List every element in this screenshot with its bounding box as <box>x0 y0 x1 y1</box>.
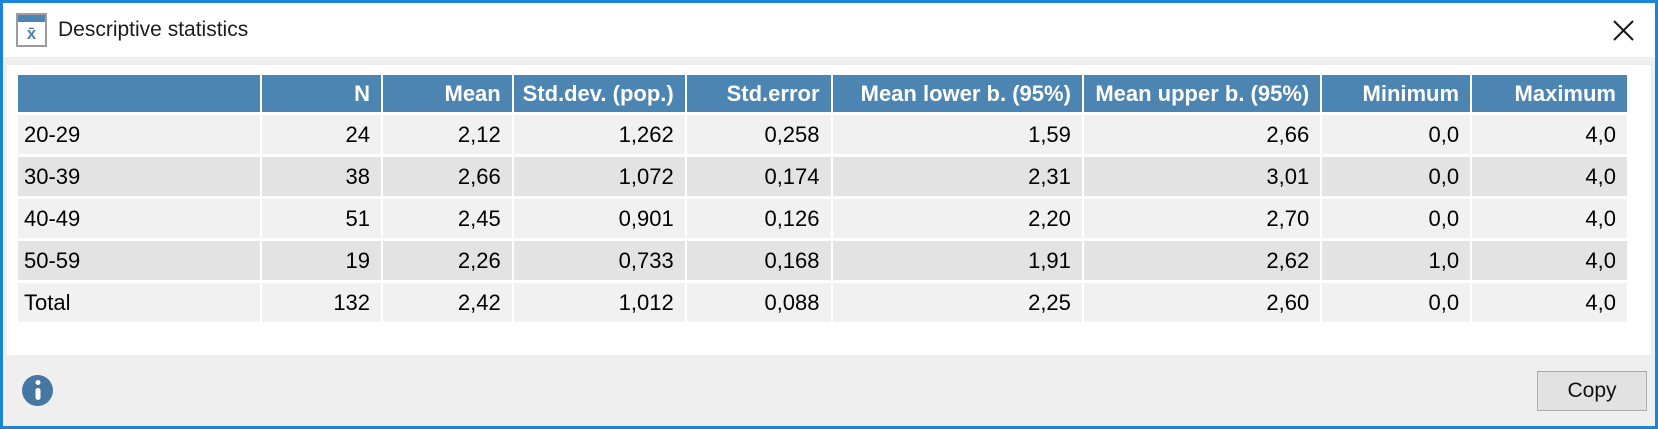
cell: 2,20 <box>832 199 1084 241</box>
table-row: 30-39 38 2,66 1,072 0,174 2,31 3,01 0,0 … <box>18 157 1629 199</box>
cell: 0,174 <box>686 157 833 199</box>
table-row: 20-29 24 2,12 1,262 0,258 1,59 2,66 0,0 … <box>18 115 1629 157</box>
column-header-stderror: Std.error <box>686 75 833 115</box>
cell: 132 <box>262 283 384 325</box>
info-icon[interactable] <box>22 375 53 406</box>
cell: 51 <box>262 199 384 241</box>
cell: 4,0 <box>1472 157 1629 199</box>
header-row: N Mean Std.dev. (pop.) Std.error Mean lo… <box>18 75 1629 115</box>
row-label: 30-39 <box>18 157 263 199</box>
cell: 2,66 <box>1083 115 1323 157</box>
cell: 19 <box>262 241 384 283</box>
row-label: 50-59 <box>18 241 263 283</box>
column-header-stddev: Std.dev. (pop.) <box>513 75 687 115</box>
table-row: 40-49 51 2,45 0,901 0,126 2,20 2,70 0,0 … <box>18 199 1629 241</box>
cell: 2,45 <box>383 199 514 241</box>
cell: 4,0 <box>1472 199 1629 241</box>
xbar-statistics-icon: x̄ <box>16 13 47 47</box>
cell: 2,66 <box>383 157 514 199</box>
titlebar[interactable]: x̄ Descriptive statistics <box>3 3 1655 57</box>
cell: 0,0 <box>1322 157 1473 199</box>
column-header-mean-lower: Mean lower b. (95%) <box>832 75 1084 115</box>
column-header-maximum: Maximum <box>1472 75 1629 115</box>
column-header-group <box>18 75 263 115</box>
cell: 1,0 <box>1322 241 1473 283</box>
cell: 0,126 <box>686 199 833 241</box>
cell: 0,0 <box>1322 283 1473 325</box>
cell: 2,31 <box>832 157 1084 199</box>
cell: 4,0 <box>1472 115 1629 157</box>
cell: 0,0 <box>1322 199 1473 241</box>
xbar-statistics-icon-header <box>18 15 45 22</box>
table-row: 50-59 19 2,26 0,733 0,168 1,91 2,62 1,0 … <box>18 241 1629 283</box>
cell: 2,42 <box>383 283 514 325</box>
cell: 3,01 <box>1083 157 1323 199</box>
xbar-glyph: x̄ <box>26 24 37 43</box>
column-header-mean: Mean <box>383 75 514 115</box>
cell: 1,012 <box>513 283 687 325</box>
cell: 0,258 <box>686 115 833 157</box>
copy-button[interactable]: Copy <box>1537 370 1647 411</box>
cell: 0,901 <box>513 199 687 241</box>
cell: 2,70 <box>1083 199 1323 241</box>
info-icon-stem <box>35 388 40 400</box>
cell: 2,26 <box>383 241 514 283</box>
cell: 0,0 <box>1322 115 1473 157</box>
row-label: 20-29 <box>18 115 263 157</box>
cell: 1,59 <box>832 115 1084 157</box>
cell: 2,25 <box>832 283 1084 325</box>
row-label: 40-49 <box>18 199 263 241</box>
table-row: Total 132 2,42 1,012 0,088 2,25 2,60 0,0… <box>18 283 1629 325</box>
close-icon[interactable] <box>1605 12 1641 48</box>
info-icon-dot <box>35 380 40 385</box>
row-label: Total <box>18 283 263 325</box>
column-header-mean-upper: Mean upper b. (95%) <box>1083 75 1323 115</box>
table-panel: N Mean Std.dev. (pop.) Std.error Mean lo… <box>7 65 1651 355</box>
cell: 0,088 <box>686 283 833 325</box>
cell: 1,91 <box>832 241 1084 283</box>
cell: 38 <box>262 157 384 199</box>
column-header-n: N <box>262 75 384 115</box>
window-title: Descriptive statistics <box>58 18 249 41</box>
statistics-table: N Mean Std.dev. (pop.) Std.error Mean lo… <box>18 75 1629 325</box>
cell: 2,60 <box>1083 283 1323 325</box>
cell: 0,733 <box>513 241 687 283</box>
cell: 1,262 <box>513 115 687 157</box>
cell: 2,12 <box>383 115 514 157</box>
column-header-minimum: Minimum <box>1322 75 1473 115</box>
cell: 4,0 <box>1472 241 1629 283</box>
cell: 1,072 <box>513 157 687 199</box>
cell: 2,62 <box>1083 241 1323 283</box>
footer-bar: Copy <box>3 355 1655 426</box>
cell: 4,0 <box>1472 283 1629 325</box>
cell: 24 <box>262 115 384 157</box>
cell: 0,168 <box>686 241 833 283</box>
